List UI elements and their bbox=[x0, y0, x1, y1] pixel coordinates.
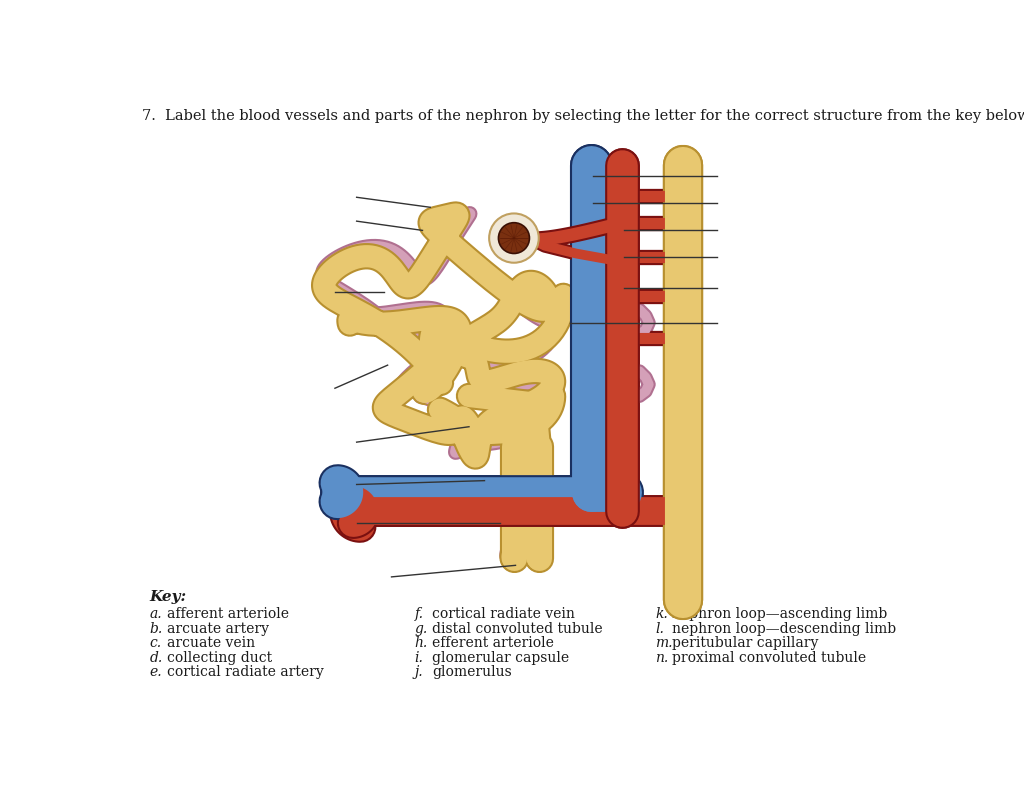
Circle shape bbox=[489, 214, 539, 263]
Text: 7.  Label the blood vessels and parts of the nephron by selecting the letter for: 7. Label the blood vessels and parts of … bbox=[142, 108, 1024, 123]
Text: peritubular capillary: peritubular capillary bbox=[672, 636, 818, 650]
Text: distal convoluted tubule: distal convoluted tubule bbox=[432, 622, 602, 635]
Text: glomerulus: glomerulus bbox=[432, 665, 512, 679]
Text: j.: j. bbox=[415, 665, 423, 679]
Text: efferent arteriole: efferent arteriole bbox=[432, 636, 554, 650]
Text: i.: i. bbox=[415, 651, 424, 665]
Text: a.: a. bbox=[150, 607, 163, 621]
Text: b.: b. bbox=[150, 622, 163, 635]
Text: h.: h. bbox=[415, 636, 428, 650]
Text: arcuate artery: arcuate artery bbox=[167, 622, 268, 635]
Text: f.: f. bbox=[415, 607, 424, 621]
Text: n.: n. bbox=[655, 651, 669, 665]
Text: l.: l. bbox=[655, 622, 664, 635]
Text: Key:: Key: bbox=[150, 590, 186, 604]
Text: nephron loop—ascending limb: nephron loop—ascending limb bbox=[672, 607, 888, 621]
Text: m.: m. bbox=[655, 636, 673, 650]
Text: cortical radiate artery: cortical radiate artery bbox=[167, 665, 324, 679]
Text: collecting duct: collecting duct bbox=[167, 651, 272, 665]
Text: glomerular capsule: glomerular capsule bbox=[432, 651, 569, 665]
Text: arcuate vein: arcuate vein bbox=[167, 636, 255, 650]
Text: e.: e. bbox=[150, 665, 163, 679]
Text: k.: k. bbox=[655, 607, 668, 621]
Text: c.: c. bbox=[150, 636, 162, 650]
Text: afferent arteriole: afferent arteriole bbox=[167, 607, 289, 621]
Text: nephron loop—descending limb: nephron loop—descending limb bbox=[672, 622, 896, 635]
Text: d.: d. bbox=[150, 651, 163, 665]
Circle shape bbox=[499, 222, 529, 253]
Text: g.: g. bbox=[415, 622, 428, 635]
Text: proximal convoluted tubule: proximal convoluted tubule bbox=[672, 651, 866, 665]
Text: cortical radiate vein: cortical radiate vein bbox=[432, 607, 574, 621]
